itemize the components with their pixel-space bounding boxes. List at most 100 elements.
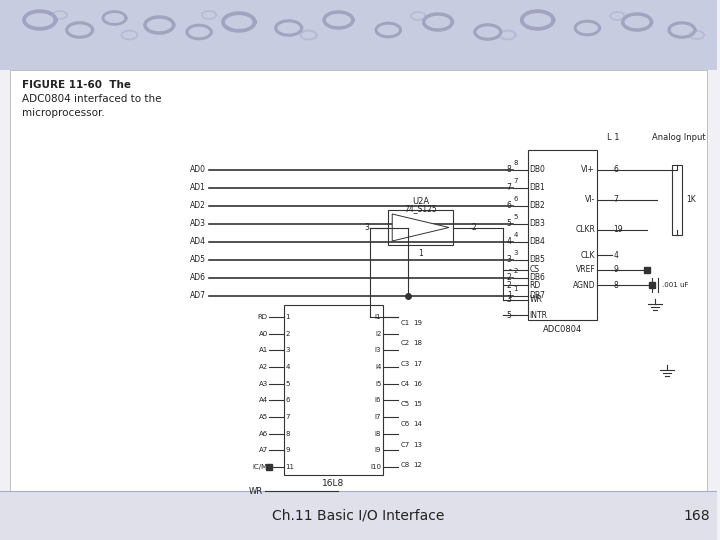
Text: 8: 8 [513,160,518,166]
Text: 1: 1 [507,292,512,300]
Text: 3: 3 [364,223,369,232]
Text: CS: CS [530,266,539,274]
Text: 5: 5 [507,310,512,320]
Text: AD4: AD4 [190,238,206,246]
Text: 3: 3 [507,295,512,305]
Text: 8: 8 [507,165,512,174]
Text: 6: 6 [507,201,512,211]
Text: WR: WR [530,295,542,305]
Text: Ch.11 Basic I/O Interface: Ch.11 Basic I/O Interface [272,509,444,523]
Text: 7: 7 [613,195,618,205]
Text: 9: 9 [613,266,618,274]
Text: DB6: DB6 [530,273,546,282]
Text: 3: 3 [507,255,512,265]
Text: AD5: AD5 [190,255,206,265]
Text: IC/M: IC/M [253,464,268,470]
Text: 11: 11 [286,464,294,470]
Text: I8: I8 [375,431,382,437]
Text: 7: 7 [507,184,512,192]
Text: A6: A6 [258,431,268,437]
Text: A2: A2 [258,364,268,370]
Text: I3: I3 [375,347,382,353]
Text: I10: I10 [370,464,382,470]
Text: U2A: U2A [412,198,429,206]
Text: DB1: DB1 [530,184,545,192]
Text: 16L8: 16L8 [323,480,345,489]
Text: VI+: VI+ [582,165,595,174]
Text: 7: 7 [513,178,518,184]
Text: AGND: AGND [572,280,595,289]
Text: 13: 13 [413,442,422,448]
Text: microprocessor.: microprocessor. [22,108,104,118]
Text: 2: 2 [507,280,512,289]
Text: C2: C2 [400,340,409,346]
Text: 19: 19 [413,320,422,326]
Text: ADC0804 interfaced to the: ADC0804 interfaced to the [22,94,161,104]
Text: 168: 168 [683,509,710,523]
Text: AD3: AD3 [190,219,206,228]
Polygon shape [392,214,449,241]
Text: 8: 8 [286,431,290,437]
Text: 19: 19 [613,226,623,234]
Bar [528,150,598,320]
Bar [388,210,453,245]
Text: VREF: VREF [575,266,595,274]
Text: 16: 16 [413,381,422,387]
Text: I5: I5 [375,381,382,387]
Text: AD2: AD2 [190,201,206,211]
Text: DB2: DB2 [530,201,545,211]
Text: L 1: L 1 [607,133,620,143]
Text: 1: 1 [286,314,290,320]
Text: ADC0804: ADC0804 [543,325,582,334]
Text: C6: C6 [400,421,410,428]
Text: DB3: DB3 [530,219,546,228]
Text: VI-: VI- [585,195,595,205]
Text: AD7: AD7 [190,292,206,300]
Text: 1: 1 [513,286,518,292]
Text: AD0: AD0 [190,165,206,174]
Text: 18: 18 [413,340,422,346]
Text: 5: 5 [286,381,290,387]
Text: 15: 15 [413,401,422,407]
Text: 4: 4 [507,238,512,246]
Text: DB0: DB0 [530,165,546,174]
Text: 8: 8 [613,280,618,289]
Text: -: - [509,266,512,274]
Bar [10,70,707,491]
Text: A7: A7 [258,447,268,454]
Text: WR: WR [249,487,263,496]
Text: A1: A1 [258,347,268,353]
Text: DB7: DB7 [530,292,546,300]
Text: A3: A3 [258,381,268,387]
Text: 4: 4 [613,251,618,260]
Text: 7: 7 [286,414,290,420]
Text: 74_S125: 74_S125 [404,205,437,213]
Text: 12: 12 [413,462,422,468]
Text: 3: 3 [513,250,518,256]
Text: 3: 3 [286,347,290,353]
Text: 17: 17 [413,361,422,367]
Text: 14: 14 [413,421,422,428]
Bar [672,165,682,235]
Text: 4: 4 [513,232,518,238]
Text: 6: 6 [513,196,518,202]
Text: CLK: CLK [581,251,595,260]
Text: C8: C8 [400,462,410,468]
Text: 1K: 1K [686,195,696,205]
Text: INTR: INTR [530,310,548,320]
Text: RD: RD [530,280,541,289]
Bar [284,305,383,475]
Bar [0,491,716,540]
Text: 5: 5 [507,219,512,228]
Text: I7: I7 [375,414,382,420]
Text: I1: I1 [375,314,382,320]
Text: FIGURE 11-60  The: FIGURE 11-60 The [22,80,131,90]
Text: 2: 2 [507,273,512,282]
Text: C4: C4 [400,381,409,387]
Text: 6: 6 [286,397,290,403]
Text: 1: 1 [418,248,423,258]
Text: AD1: AD1 [190,184,206,192]
Text: C1: C1 [400,320,410,326]
Text: 2: 2 [286,330,290,336]
Text: C7: C7 [400,442,410,448]
